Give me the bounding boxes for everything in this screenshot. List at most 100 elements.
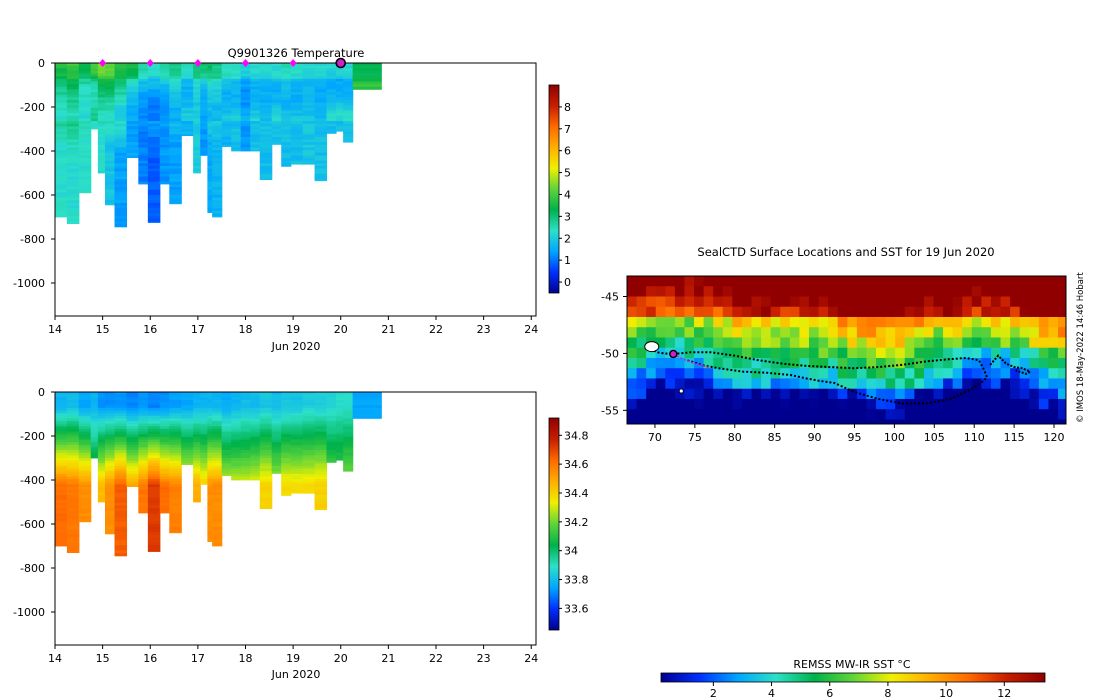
- data-cell: [55, 197, 68, 201]
- x-tick-label: 19: [286, 323, 300, 336]
- sst-cell: [1029, 368, 1040, 379]
- data-cell: [207, 526, 213, 530]
- data-cell: [207, 78, 213, 82]
- sst-cell: [952, 327, 963, 338]
- data-cell: [78, 508, 92, 512]
- data-cell: [207, 500, 213, 504]
- sst-cell: [828, 368, 839, 379]
- data-cell: [97, 494, 106, 498]
- data-cell: [290, 68, 304, 72]
- data-cell: [335, 397, 344, 401]
- data-cell: [66, 94, 80, 98]
- data-cell: [314, 102, 328, 106]
- data-cell: [231, 473, 242, 477]
- data-cell: [169, 423, 182, 427]
- data-cell: [290, 94, 304, 98]
- data-cell: [314, 479, 328, 483]
- data-cell: [200, 81, 208, 85]
- sst-cell: [684, 316, 695, 328]
- data-cell: [271, 81, 282, 85]
- data-cell: [126, 78, 139, 82]
- data-cell: [55, 65, 68, 69]
- data-cell: [169, 86, 182, 90]
- data-cell: [207, 176, 213, 180]
- sst-cell: [856, 347, 867, 359]
- data-cell: [138, 510, 149, 514]
- data-cell: [55, 481, 68, 485]
- data-cell: [97, 428, 106, 432]
- data-cell: [55, 84, 68, 88]
- sst-cell: [1019, 398, 1030, 410]
- data-cell: [126, 152, 139, 156]
- data-cell: [250, 423, 261, 427]
- data-cell: [343, 405, 354, 409]
- data-cell: [55, 513, 68, 517]
- data-cell: [221, 94, 232, 98]
- data-cell: [343, 131, 354, 135]
- profile-column: [78, 392, 92, 523]
- data-cell: [114, 413, 128, 417]
- data-cell: [147, 465, 161, 469]
- data-cell: [212, 500, 223, 504]
- map-x-tick-label: 115: [1004, 431, 1025, 444]
- data-cell: [97, 476, 106, 480]
- data-cell: [55, 181, 68, 185]
- data-cell: [66, 213, 80, 217]
- sst-cell: [674, 378, 685, 390]
- data-cell: [126, 413, 139, 417]
- data-cell: [250, 415, 261, 419]
- data-cell: [207, 121, 213, 125]
- data-cell: [147, 208, 161, 212]
- sst-cell: [933, 419, 944, 424]
- sst-cell: [694, 409, 705, 420]
- data-cell: [212, 505, 223, 509]
- data-cell: [193, 86, 201, 90]
- data-cell: [78, 497, 92, 501]
- data-cell: [314, 434, 328, 438]
- sst-cell: [722, 378, 733, 390]
- sst-cell: [627, 276, 638, 287]
- sst-cell: [1058, 316, 1066, 328]
- data-cell: [207, 115, 213, 119]
- data-cell: [271, 471, 282, 474]
- x-tick-label: 17: [191, 652, 205, 665]
- map-title: SealCTD Surface Locations and SST for 19…: [697, 245, 994, 259]
- data-cell: [78, 129, 92, 133]
- sst-cell: [1029, 398, 1040, 410]
- data-cell: [231, 78, 242, 82]
- sst-cell: [933, 347, 944, 359]
- data-cell: [126, 136, 139, 140]
- data-cell: [147, 192, 161, 196]
- data-cell: [138, 68, 149, 72]
- data-cell: [193, 139, 201, 143]
- data-cell: [314, 463, 328, 467]
- data-cell: [240, 452, 251, 456]
- data-cell: [169, 413, 182, 417]
- sst-cell: [914, 286, 925, 297]
- data-cell: [343, 397, 354, 401]
- map-axes-frame: [626, 275, 1067, 425]
- data-cell: [97, 421, 106, 425]
- data-cell: [326, 99, 337, 103]
- data-cell: [207, 158, 213, 162]
- sst-cell: [1058, 296, 1066, 308]
- data-cell: [314, 476, 328, 480]
- sst-cell: [789, 316, 800, 328]
- data-cell: [159, 444, 170, 448]
- data-cell: [281, 121, 292, 125]
- data-cell: [55, 94, 68, 98]
- data-cell: [326, 450, 337, 454]
- data-cell: [114, 176, 128, 180]
- data-cell: [207, 423, 213, 427]
- data-cell: [193, 450, 201, 454]
- sst-cell: [694, 398, 705, 410]
- data-cell: [55, 208, 68, 212]
- data-cell: [138, 447, 149, 451]
- data-cell: [231, 413, 242, 417]
- data-cell: [78, 410, 92, 414]
- data-cell: [314, 458, 328, 462]
- data-cell: [181, 428, 194, 432]
- data-cell: [66, 202, 80, 206]
- data-cell: [221, 444, 232, 448]
- data-cell: [326, 418, 337, 422]
